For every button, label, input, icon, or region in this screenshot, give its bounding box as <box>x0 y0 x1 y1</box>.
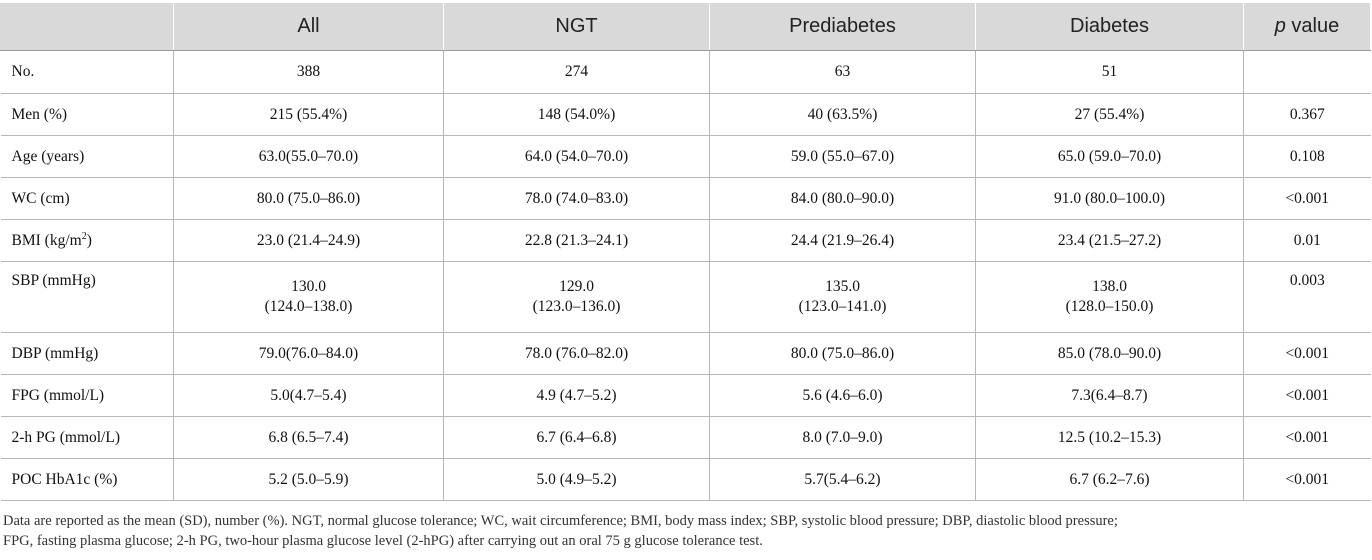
row-label-end: ) <box>86 231 92 249</box>
cell-diabetes-line1: 138.0 <box>1092 278 1127 295</box>
header-all: All <box>173 2 444 51</box>
header-diabetes: Diabetes <box>975 2 1244 51</box>
row-label: Men (%) <box>0 93 174 136</box>
cell-diabetes-line2: (128.0–150.0) <box>1065 298 1154 315</box>
footnote-line-2: FPG, fasting plasma glucose; 2-h PG, two… <box>3 533 763 549</box>
row-label: No. <box>0 50 174 94</box>
header-p-italic: p <box>1274 15 1286 37</box>
cell-ngt: 64.0 (54.0–70.0) <box>443 135 710 178</box>
row-label: SBP (mmHg) <box>0 261 174 333</box>
characteristics-table: All NGT Prediabetes Diabetes p value No.… <box>0 2 1371 501</box>
cell-diabetes: 85.0 (78.0–90.0) <box>975 332 1244 375</box>
table-footnote: Data are reported as the mean (SD), numb… <box>3 511 1369 551</box>
cell-prediabetes: 5.7(5.4–6.2) <box>709 458 976 501</box>
cell-prediabetes: 84.0 (80.0–90.0) <box>709 177 976 220</box>
cell-diabetes: 51 <box>975 50 1244 94</box>
cell-ngt-line1: 129.0 <box>559 278 594 295</box>
cell-p-value <box>1243 50 1371 94</box>
cell-diabetes: 6.7 (6.2–7.6) <box>975 458 1244 501</box>
cell-p-value: <0.001 <box>1243 458 1371 501</box>
table-row: Age (years) 63.0(55.0–70.0) 64.0 (54.0–7… <box>0 135 1371 178</box>
cell-all: 63.0(55.0–70.0) <box>173 135 444 178</box>
header-p-rest: value <box>1285 15 1340 37</box>
cell-prediabetes: 24.4 (21.9–26.4) <box>709 219 976 262</box>
header-label <box>0 2 174 51</box>
cell-prediabetes: 59.0 (55.0–67.0) <box>709 135 976 178</box>
cell-ngt: 22.8 (21.3–24.1) <box>443 219 710 262</box>
row-label-sup: 2 <box>81 230 87 242</box>
cell-all: 79.0(76.0–84.0) <box>173 332 444 375</box>
cell-diabetes: 7.3(6.4–8.7) <box>975 374 1244 417</box>
cell-diabetes: 138.0 (128.0–150.0) <box>975 261 1244 333</box>
cell-diabetes: 12.5 (10.2–15.3) <box>975 416 1244 459</box>
table-row: Men (%) 215 (55.4%) 148 (54.0%) 40 (63.5… <box>0 93 1371 136</box>
cell-p-value: <0.001 <box>1243 374 1371 417</box>
cell-prediabetes: 63 <box>709 50 976 94</box>
table-row: WC (cm) 80.0 (75.0–86.0) 78.0 (74.0–83.0… <box>0 177 1371 220</box>
cell-ngt-line2: (123.0–136.0) <box>532 298 621 315</box>
cell-prediabetes: 40 (63.5%) <box>709 93 976 136</box>
cell-p-value: 0.108 <box>1243 135 1371 178</box>
cell-diabetes: 91.0 (80.0–100.0) <box>975 177 1244 220</box>
header-prediabetes: Prediabetes <box>709 2 976 51</box>
table-row: FPG (mmol/L) 5.0(4.7–5.4) 4.9 (4.7–5.2) … <box>0 374 1371 417</box>
cell-all: 23.0 (21.4–24.9) <box>173 219 444 262</box>
table-container: All NGT Prediabetes Diabetes p value No.… <box>0 2 1371 501</box>
cell-prediabetes-line1: 135.0 <box>825 278 860 295</box>
header-ngt: NGT <box>443 2 710 51</box>
cell-ngt: 274 <box>443 50 710 94</box>
cell-all-line2: (124.0–138.0) <box>264 298 353 315</box>
table-row: BMI (kg/m2) 23.0 (21.4–24.9) 22.8 (21.3–… <box>0 219 1371 262</box>
cell-p-value: <0.001 <box>1243 332 1371 375</box>
cell-p-value: <0.001 <box>1243 416 1371 459</box>
cell-all: 215 (55.4%) <box>173 93 444 136</box>
row-label: 2-h PG (mmol/L) <box>0 416 174 459</box>
cell-diabetes: 65.0 (59.0–70.0) <box>975 135 1244 178</box>
cell-diabetes: 23.4 (21.5–27.2) <box>975 219 1244 262</box>
cell-all: 388 <box>173 50 444 94</box>
cell-diabetes: 27 (55.4%) <box>975 93 1244 136</box>
cell-p-value: <0.001 <box>1243 177 1371 220</box>
cell-ngt: 148 (54.0%) <box>443 93 710 136</box>
cell-ngt: 6.7 (6.4–6.8) <box>443 416 710 459</box>
cell-all-line1: 130.0 <box>291 278 326 295</box>
table-row: DBP (mmHg) 79.0(76.0–84.0) 78.0 (76.0–82… <box>0 332 1371 375</box>
cell-prediabetes: 135.0 (123.0–141.0) <box>709 261 976 333</box>
cell-ngt: 129.0 (123.0–136.0) <box>443 261 710 333</box>
cell-prediabetes-line2: (123.0–141.0) <box>798 298 887 315</box>
row-label: DBP (mmHg) <box>0 332 174 375</box>
row-label: BMI (kg/m2) <box>0 219 174 262</box>
cell-all: 130.0 (124.0–138.0) <box>173 261 444 333</box>
row-label: POC HbA1c (%) <box>0 458 174 501</box>
cell-prediabetes: 8.0 (7.0–9.0) <box>709 416 976 459</box>
cell-all: 6.8 (6.5–7.4) <box>173 416 444 459</box>
cell-ngt: 78.0 (74.0–83.0) <box>443 177 710 220</box>
row-label: WC (cm) <box>0 177 174 220</box>
cell-ngt: 4.9 (4.7–5.2) <box>443 374 710 417</box>
cell-prediabetes: 5.6 (4.6–6.0) <box>709 374 976 417</box>
row-label: FPG (mmol/L) <box>0 374 174 417</box>
table-row: 2-h PG (mmol/L) 6.8 (6.5–7.4) 6.7 (6.4–6… <box>0 416 1371 459</box>
header-p-value: p value <box>1243 2 1371 51</box>
cell-all: 80.0 (75.0–86.0) <box>173 177 444 220</box>
cell-all: 5.0(4.7–5.4) <box>173 374 444 417</box>
header-row: All NGT Prediabetes Diabetes p value <box>0 2 1371 51</box>
cell-all: 5.2 (5.0–5.9) <box>173 458 444 501</box>
table-row: SBP (mmHg) 130.0 (124.0–138.0) 129.0 (123.… <box>0 261 1371 333</box>
cell-ngt: 78.0 (76.0–82.0) <box>443 332 710 375</box>
row-label: Age (years) <box>0 135 174 178</box>
footnote-line-1: Data are reported as the mean (SD), numb… <box>3 513 1118 529</box>
cell-prediabetes: 80.0 (75.0–86.0) <box>709 332 976 375</box>
row-label-text: BMI (kg/m <box>11 231 82 249</box>
cell-ngt: 5.0 (4.9–5.2) <box>443 458 710 501</box>
cell-p-value: 0.01 <box>1243 219 1371 262</box>
table-row: POC HbA1c (%) 5.2 (5.0–5.9) 5.0 (4.9–5.2… <box>0 458 1371 501</box>
cell-p-value: 0.367 <box>1243 93 1371 136</box>
table-row: No. 388 274 63 51 <box>0 50 1371 94</box>
cell-p-value: 0.003 <box>1243 261 1371 333</box>
